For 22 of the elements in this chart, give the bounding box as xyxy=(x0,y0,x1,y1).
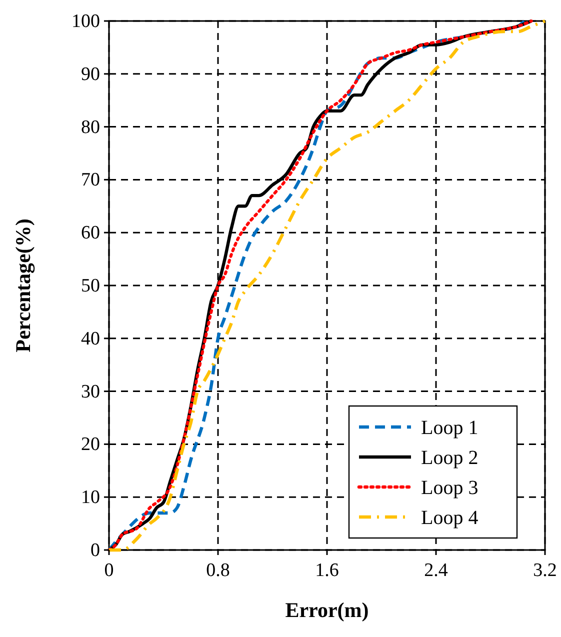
y-axis-title: Percentage(%) xyxy=(11,218,35,352)
y-tick-label: 60 xyxy=(81,222,100,244)
x-tick-label: 1.6 xyxy=(315,560,339,581)
y-tick-label: 70 xyxy=(81,170,100,191)
y-tick-label: 20 xyxy=(81,434,100,456)
y-tick-label: 30 xyxy=(81,381,100,402)
x-axis-title: Error(m) xyxy=(285,598,369,622)
y-tick-label: 40 xyxy=(81,328,100,350)
x-tick-label: 0 xyxy=(104,560,114,581)
legend-label: Loop 1 xyxy=(421,417,478,439)
y-tick-label: 80 xyxy=(81,116,100,138)
y-tick-label: 100 xyxy=(72,11,100,32)
y-tick-label: 0 xyxy=(90,540,100,561)
legend-label: Loop 3 xyxy=(421,477,478,499)
x-tick-label: 2.4 xyxy=(424,560,448,581)
legend-label: Loop 2 xyxy=(421,447,478,469)
y-tick-label: 10 xyxy=(81,487,100,508)
legend-label: Loop 4 xyxy=(421,507,478,529)
x-tick-label: 0.8 xyxy=(206,560,230,581)
y-tick-label: 90 xyxy=(81,64,100,85)
y-tick-label: 50 xyxy=(81,276,100,296)
x-tick-label: 3.2 xyxy=(533,560,557,581)
